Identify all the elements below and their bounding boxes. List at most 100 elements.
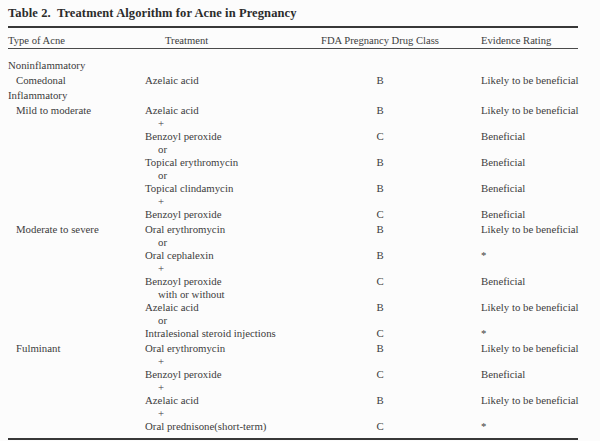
treatment-connector: + [145, 408, 305, 419]
type-of-acne-cell: Fulminant [8, 341, 145, 356]
drug-class-cell: B [305, 248, 455, 263]
treatment-connector: with or without [145, 289, 305, 300]
treatment-cell: Azelaic acid [145, 73, 305, 88]
evidence-rating-cell: * [455, 326, 578, 341]
evidence-rating-cell: Likely to be beneficial [455, 393, 578, 408]
evidence-rating-cell: * [455, 248, 578, 263]
column-header-fda-pregnancy-drug-class: FDA Pregnancy Drug Class [305, 33, 455, 48]
treatment-name: Topical clindamycin [145, 181, 305, 196]
type-of-acne-cell: Mild to moderate [8, 103, 145, 118]
table-row: Azelaic acid+BLikely to be beneficial [8, 393, 600, 419]
table-row: Oral prednisone(short-term)C* [8, 419, 600, 434]
treatment-name: Azelaic acid [145, 103, 305, 118]
treatment-name: Oral cephalexin [145, 248, 305, 263]
drug-class-cell: B [305, 155, 455, 170]
header-rule [8, 48, 578, 49]
treatment-cell: Oral erythromycinor [145, 222, 305, 248]
evidence-rating-cell: Beneficial [455, 181, 578, 196]
treatment-name: Azelaic acid [145, 393, 305, 408]
drug-class-cell: B [305, 73, 455, 88]
treatment-name: Intralesional steroid injections [145, 326, 305, 341]
treatment-connector: + [145, 382, 305, 393]
drug-class-cell: C [305, 326, 455, 341]
drug-class-cell: B [305, 103, 455, 118]
treatment-connector: + [145, 263, 305, 274]
evidence-rating-cell: Beneficial [455, 207, 578, 222]
treatment-connector: or [145, 315, 305, 326]
drug-class-cell: B [305, 300, 455, 315]
drug-class-cell: B [305, 393, 455, 408]
table-row: Benzoyl peroxideCBeneficial [8, 207, 600, 222]
table-title: Table 2. Treatment Algorithm for Acne in… [8, 6, 600, 20]
treatment-name: Topical erythromycin [145, 155, 305, 170]
table-row: Benzoyl peroxideorCBeneficial [8, 129, 600, 155]
column-header-type-of-acne: Type of Acne [8, 33, 145, 48]
table-row: Oral cephalexin+B* [8, 248, 600, 274]
treatment-name: Azelaic acid [145, 73, 305, 88]
document-page: Table 2. Treatment Algorithm for Acne in… [0, 0, 600, 440]
type-of-acne-cell: Inflammatory [8, 88, 145, 103]
treatment-connector: + [145, 196, 305, 207]
evidence-rating-cell: Beneficial [455, 129, 578, 144]
treatment-connector: or [145, 237, 305, 248]
drug-class-cell: C [305, 419, 455, 434]
treatment-name: Benzoyl peroxide [145, 207, 305, 222]
treatment-cell: Oral cephalexin+ [145, 248, 305, 274]
treatment-name: Benzoyl peroxide [145, 129, 305, 144]
treatment-name: Oral prednisone(short-term) [145, 419, 305, 434]
evidence-rating-cell: Likely to be beneficial [455, 222, 578, 237]
table-row: FulminantOral erythromycin+BLikely to be… [8, 341, 600, 367]
evidence-rating-cell: Likely to be beneficial [455, 103, 578, 118]
treatment-connector: + [145, 356, 305, 367]
treatment-cell: Topical erythromycinor [145, 155, 305, 181]
table-row: Topical clindamycin+BBeneficial [8, 181, 600, 207]
treatment-name: Benzoyl peroxide [145, 367, 305, 382]
table-body: NoninflammatoryComedonalAzelaic acidBLik… [8, 58, 600, 434]
treatment-name: Benzoyl peroxide [145, 274, 305, 289]
evidence-rating-cell: Likely to be beneficial [455, 73, 578, 88]
drug-class-cell: C [305, 274, 455, 289]
table-header-row: Type of Acne Treatment FDA Pregnancy Dru… [8, 33, 600, 48]
drug-class-cell: C [305, 207, 455, 222]
column-header-treatment: Treatment [145, 33, 305, 48]
treatment-cell: Benzoyl peroxidewith or without [145, 274, 305, 300]
table-row: ComedonalAzelaic acidBLikely to be benef… [8, 73, 600, 88]
treatment-cell: Benzoyl peroxide+ [145, 367, 305, 393]
table-row: Mild to moderateAzelaic acid+BLikely to … [8, 103, 600, 129]
evidence-rating-cell: Beneficial [455, 155, 578, 170]
treatment-cell: Oral prednisone(short-term) [145, 419, 305, 434]
type-of-acne-cell: Comedonal [8, 73, 145, 88]
table-row: Benzoyl peroxidewith or withoutCBenefici… [8, 274, 600, 300]
evidence-rating-cell: Likely to be beneficial [455, 341, 578, 356]
treatment-connector: or [145, 170, 305, 181]
treatment-cell: Topical clindamycin+ [145, 181, 305, 207]
table-row: Intralesional steroid injectionsC* [8, 326, 600, 341]
table-row: Benzoyl peroxide+CBeneficial [8, 367, 600, 393]
evidence-rating-cell: Beneficial [455, 274, 578, 289]
treatment-name: Oral erythromycin [145, 341, 305, 356]
table-row: Noninflammatory [8, 58, 600, 73]
evidence-rating-cell: Beneficial [455, 367, 578, 382]
treatment-cell: Intralesional steroid injections [145, 326, 305, 341]
treatment-cell: Benzoyl peroxideor [145, 129, 305, 155]
drug-class-cell: B [305, 222, 455, 237]
treatment-name: Azelaic acid [145, 300, 305, 315]
treatment-connector: or [145, 144, 305, 155]
treatment-cell: Azelaic acid+ [145, 103, 305, 129]
table-row: Inflammatory [8, 88, 600, 103]
evidence-rating-cell: * [455, 419, 578, 434]
table-row: Moderate to severeOral erythromycinorBLi… [8, 222, 600, 248]
drug-class-cell: B [305, 181, 455, 196]
column-header-evidence-rating: Evidence Rating [455, 33, 578, 48]
evidence-rating-cell: Likely to be beneficial [455, 300, 578, 315]
drug-class-cell: C [305, 129, 455, 144]
treatment-cell: Benzoyl peroxide [145, 207, 305, 222]
treatment-cell: Azelaic acid+ [145, 393, 305, 419]
drug-class-cell: C [305, 367, 455, 382]
treatment-cell: Azelaic acidor [145, 300, 305, 326]
type-of-acne-cell: Noninflammatory [8, 58, 145, 73]
bottom-rule-wrap [8, 438, 600, 440]
drug-class-cell: B [305, 341, 455, 356]
table-row: Azelaic acidorBLikely to be beneficial [8, 300, 600, 326]
bottom-rule [8, 438, 578, 440]
